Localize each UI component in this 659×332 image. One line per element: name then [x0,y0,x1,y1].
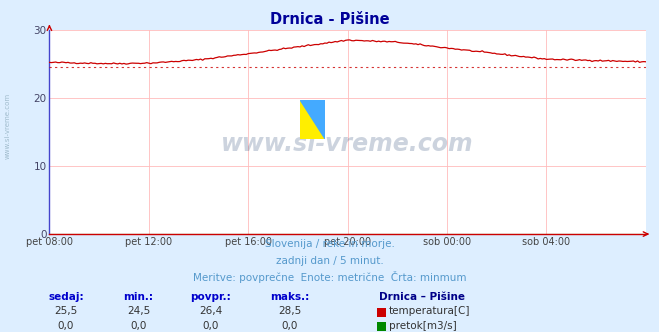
Text: temperatura[C]: temperatura[C] [389,306,471,316]
Text: Slovenija / reke in morje.: Slovenija / reke in morje. [264,239,395,249]
Text: povpr.:: povpr.: [190,292,231,302]
Text: pretok[m3/s]: pretok[m3/s] [389,321,457,331]
Text: Drnica - Pišine: Drnica - Pišine [270,12,389,27]
Text: sedaj:: sedaj: [48,292,84,302]
Polygon shape [300,100,325,139]
Text: 0,0: 0,0 [282,321,298,331]
Text: 0,0: 0,0 [58,321,74,331]
Text: 28,5: 28,5 [278,306,302,316]
Text: Drnica – Pišine: Drnica – Pišine [379,292,465,302]
Polygon shape [300,100,325,139]
Text: 24,5: 24,5 [127,306,150,316]
Text: www.si-vreme.com: www.si-vreme.com [5,93,11,159]
Text: Meritve: povprečne  Enote: metrične  Črta: minmum: Meritve: povprečne Enote: metrične Črta:… [192,271,467,283]
Text: 0,0: 0,0 [203,321,219,331]
Text: 25,5: 25,5 [54,306,78,316]
Text: www.si-vreme.com: www.si-vreme.com [221,132,474,156]
Text: 0,0: 0,0 [130,321,146,331]
Text: maks.:: maks.: [270,292,310,302]
Text: 26,4: 26,4 [199,306,223,316]
Text: min.:: min.: [123,292,154,302]
Text: zadnji dan / 5 minut.: zadnji dan / 5 minut. [275,256,384,266]
